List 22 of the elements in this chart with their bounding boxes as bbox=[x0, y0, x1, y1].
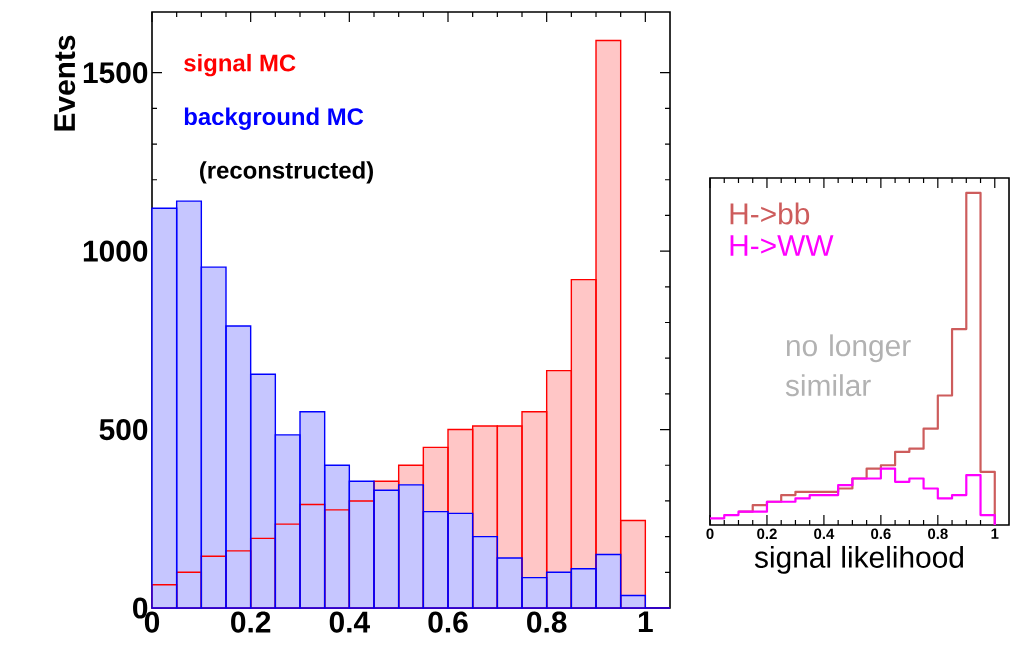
x-tick-label: 0.2 bbox=[231, 611, 271, 633]
text: signal MC bbox=[184, 53, 296, 77]
x-tick-label: 0.8 bbox=[928, 528, 948, 540]
text: background MC bbox=[184, 107, 364, 130]
x-tick-label: 1 bbox=[991, 528, 999, 539]
x-tick-label: 0.2 bbox=[757, 528, 777, 540]
y-tick-label: 1500 bbox=[83, 62, 148, 84]
x-tick-label: 0.4 bbox=[329, 611, 370, 633]
text: H->bb bbox=[730, 202, 810, 225]
x-axis-title: signal likelihood bbox=[754, 545, 964, 574]
x-tick-label: 0 bbox=[706, 528, 714, 540]
x-tick-label: 0.4 bbox=[814, 528, 835, 540]
x-tick-label: 0.6 bbox=[871, 528, 891, 540]
y-axis-title: Events bbox=[54, 35, 76, 131]
y-tick-label: 500 bbox=[99, 418, 148, 441]
x-tick-label: 1 bbox=[638, 611, 653, 633]
x-tick-label: 0.6 bbox=[428, 611, 468, 633]
annotation: (reconstructed) bbox=[200, 161, 373, 184]
annotation: no longer similar bbox=[785, 334, 911, 397]
y-tick-label: 1000 bbox=[83, 240, 148, 262]
text: H->WW bbox=[730, 235, 834, 256]
x-tick-label: 0.8 bbox=[527, 611, 567, 633]
